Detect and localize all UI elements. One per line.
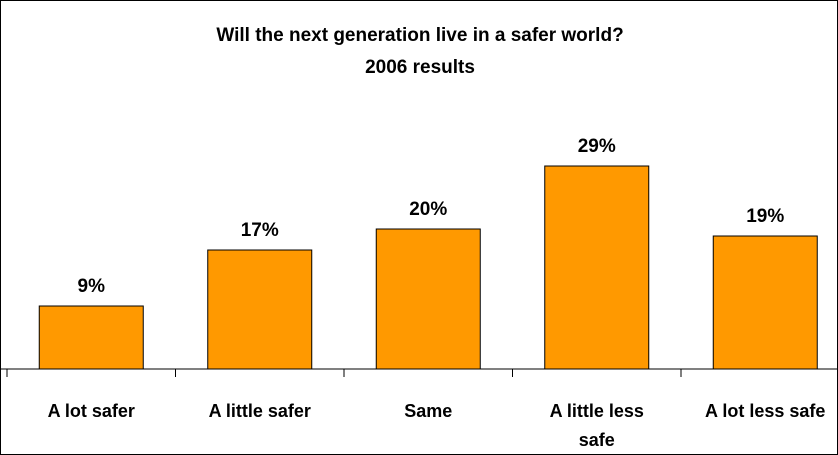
x-axis-ticks	[6, 369, 682, 377]
data-label-0: 9%	[78, 276, 106, 297]
category-label-0: A lot safer	[48, 401, 135, 421]
data-label-4: 19%	[746, 206, 784, 227]
bar-0	[38, 305, 144, 370]
data-label-group: 9% 17% 20% 29% 19%	[78, 136, 785, 297]
chart-title: Will the next generation live in a safer…	[216, 25, 624, 46]
category-label-2: Same	[404, 401, 452, 421]
chart-subtitle: 2006 results	[365, 57, 475, 78]
bar-3	[544, 165, 650, 370]
category-label-3: A little less safe	[550, 401, 644, 450]
bar-2	[375, 228, 481, 370]
x-axis-labels: A lot safer A little safer Same A little le…	[48, 401, 826, 450]
data-label-2: 20%	[409, 199, 447, 220]
data-label-3: 29%	[578, 136, 616, 157]
data-label-1: 17%	[241, 220, 279, 241]
bar-1	[207, 249, 313, 370]
bar-group	[38, 165, 818, 370]
bar-4	[712, 235, 818, 370]
category-label-1: A little safer	[209, 401, 311, 421]
category-label-4: A lot less safe	[705, 401, 825, 421]
